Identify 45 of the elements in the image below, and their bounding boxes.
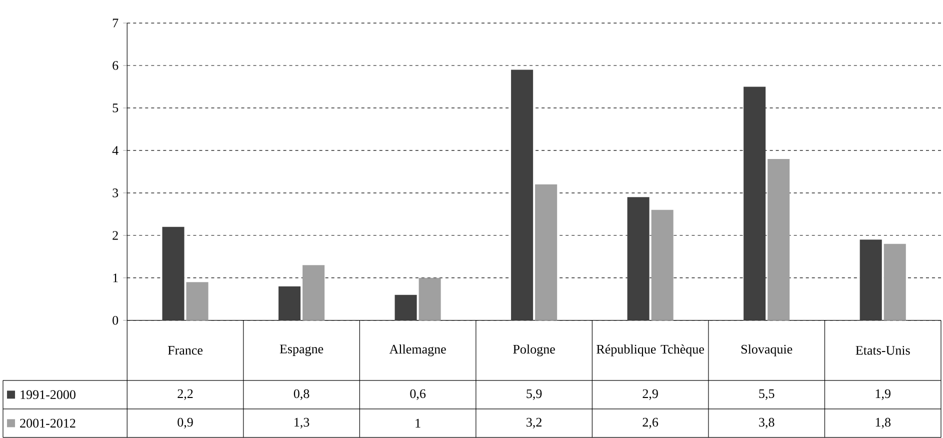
bar xyxy=(162,226,184,320)
data-label: 0,6 xyxy=(410,389,426,400)
bar xyxy=(302,264,325,320)
data-label: 1,8 xyxy=(876,418,891,428)
y-tick-label: 4 xyxy=(112,146,118,155)
y-tick-label: 0 xyxy=(112,316,118,324)
legend-label: 2001-2012 xyxy=(20,418,76,428)
data-label: 1 xyxy=(416,418,420,428)
data-label: 5,9 xyxy=(526,389,542,400)
bar xyxy=(884,244,906,320)
y-tick-label: 2 xyxy=(112,230,118,240)
data-label: 0,8 xyxy=(294,389,310,400)
legend-label: 1991-2000 xyxy=(20,390,76,399)
bar xyxy=(535,184,558,320)
y-tick-label: 6 xyxy=(112,60,118,70)
bar xyxy=(418,278,441,320)
bar xyxy=(768,158,790,320)
bar xyxy=(186,282,208,320)
x-tick-label: France xyxy=(168,346,203,354)
bar xyxy=(511,70,534,320)
y-tick-label: 5 xyxy=(112,103,118,112)
data-label: 5,5 xyxy=(759,389,774,400)
y-tick-label: 3 xyxy=(112,188,118,198)
bar xyxy=(394,294,417,320)
data-label: 2,2 xyxy=(178,389,193,400)
x-tick-label: Etats-Unis xyxy=(856,346,910,355)
data-label: 1,3 xyxy=(294,418,310,428)
x-tick-label: Allemagne xyxy=(389,344,446,356)
x-tick-label: Espagne xyxy=(280,344,324,356)
bar xyxy=(278,286,301,320)
data-label: 0,9 xyxy=(178,418,193,428)
x-tick-label: Pologne xyxy=(513,344,555,356)
bar xyxy=(744,86,766,320)
y-tick-label: 7 xyxy=(112,18,118,28)
data-label: 3,8 xyxy=(759,418,774,428)
bar xyxy=(651,210,674,320)
x-tick-label: République Tchèque xyxy=(596,344,704,356)
y-tick-label: 1 xyxy=(113,273,118,282)
data-label: 1,9 xyxy=(876,389,890,400)
x-tick-label: Slovaquie xyxy=(741,344,792,356)
data-label: 2,6 xyxy=(642,418,658,428)
data-label: 3,2 xyxy=(526,418,542,428)
bar xyxy=(627,196,650,320)
bar xyxy=(860,239,882,320)
data-label: 2,9 xyxy=(642,389,658,400)
